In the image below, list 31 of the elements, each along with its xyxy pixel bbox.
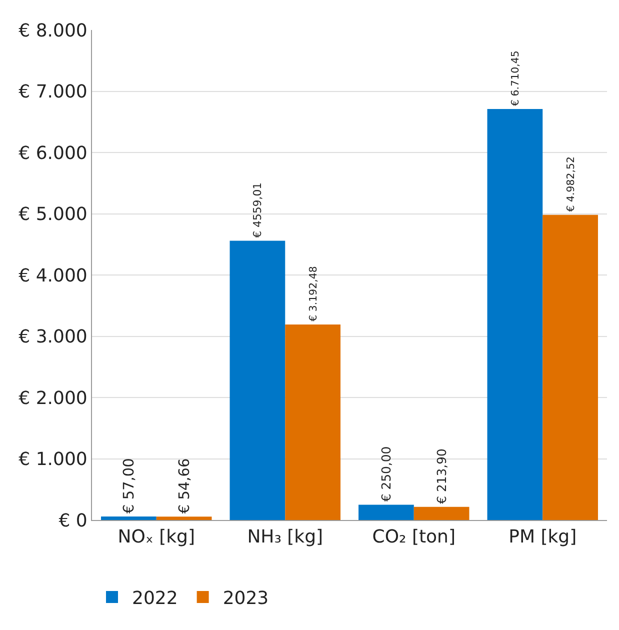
x-tick-label: NOₓ [kg] bbox=[118, 526, 196, 548]
y-tick-label: € 4.000 bbox=[18, 265, 88, 286]
x-tick-label: CO₂ [ton] bbox=[372, 526, 456, 548]
bar bbox=[230, 240, 286, 520]
y-tick-label: € 0 bbox=[58, 510, 88, 532]
legend-label: 2022 bbox=[132, 588, 178, 610]
bar bbox=[414, 506, 470, 520]
bar bbox=[156, 516, 212, 520]
bar bbox=[542, 214, 598, 520]
legend-label: 2023 bbox=[222, 588, 269, 610]
y-tick-label: € 5.000 bbox=[18, 204, 88, 226]
data-label: € 3.192,48 bbox=[308, 266, 320, 322]
bar bbox=[487, 108, 543, 520]
data-label: € 4559,01 bbox=[251, 182, 264, 238]
bar bbox=[358, 504, 414, 520]
x-tick-label: NH₃ [kg] bbox=[247, 526, 324, 548]
data-label: € 250,00 bbox=[378, 446, 394, 502]
y-tick-label: € 6.000 bbox=[18, 142, 88, 164]
data-label: € 6.710,45 bbox=[509, 50, 522, 106]
y-tick-label: € 2.000 bbox=[18, 388, 88, 409]
y-tick-label: € 7.000 bbox=[18, 82, 88, 103]
data-label: € 57,00 bbox=[122, 458, 138, 514]
x-tick-label: PM [kg] bbox=[508, 526, 577, 548]
y-tick-label: € 8.000 bbox=[18, 20, 88, 42]
data-label: € 54,66 bbox=[177, 458, 194, 514]
bar bbox=[285, 324, 340, 520]
y-tick-label: € 3.000 bbox=[18, 326, 88, 348]
data-label: € 213,90 bbox=[434, 448, 449, 504]
y-tick-label: € 1.000 bbox=[18, 449, 88, 470]
data-label: € 4.982,52 bbox=[566, 156, 577, 212]
bar bbox=[101, 516, 156, 520]
